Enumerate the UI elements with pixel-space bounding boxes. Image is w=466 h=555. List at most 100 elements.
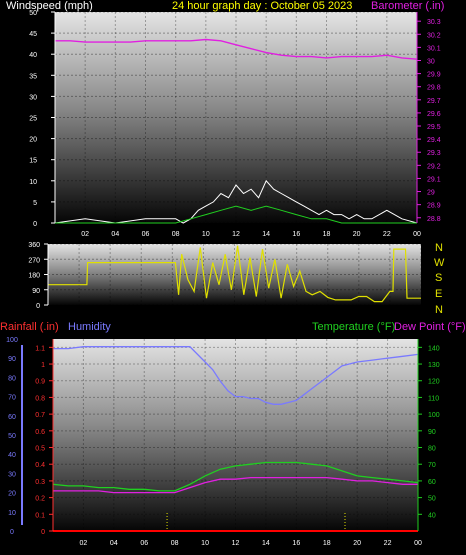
temp-tick-label: 110: [428, 395, 439, 402]
temp-tick-label: 130: [428, 362, 440, 369]
compass-labels: N W S E N: [434, 242, 445, 316]
rain-tick-label: 1: [41, 362, 45, 369]
humidity-tick-label: 20: [8, 491, 16, 498]
compass-s: S: [435, 272, 442, 284]
compass-w: W: [434, 257, 445, 269]
compass-n1: N: [435, 242, 443, 254]
windspeed-tick-label: 40: [29, 52, 37, 59]
x-tick-label: 08: [171, 540, 179, 547]
x-tick-label: 14: [262, 540, 270, 547]
x-tick-label: 06: [140, 540, 148, 547]
barometer-tick-label: 30: [427, 58, 435, 65]
humidity-tick-label: 60: [8, 414, 16, 421]
humidity-tick-label: 10: [8, 510, 16, 517]
x-tick-label: 22: [383, 231, 391, 238]
barometer-tick-label: 30.3: [427, 19, 441, 26]
rain-tick-label: 0.2: [35, 496, 45, 503]
direction-tick-label: 0: [36, 303, 40, 310]
rain-tick-label: 0.5: [35, 446, 45, 453]
rain-tick-label: 0.1: [35, 512, 45, 519]
humidity-tick-label: 90: [8, 356, 16, 363]
x-tick-label: 20: [353, 540, 361, 547]
panel-wind-barometer: [55, 12, 417, 223]
rainfall-axis-title: Rainfall (.in): [0, 321, 59, 333]
barometer-tick-label: 29.3: [427, 150, 441, 157]
rain-tick-label: 0.9: [35, 379, 45, 386]
x-tick-label: 10: [202, 231, 210, 238]
humidity-tick-label: 70: [8, 395, 16, 402]
barometer-tick-label: 29.4: [427, 137, 441, 144]
temp-tick-label: 120: [428, 379, 440, 386]
rain-tick-label: 0.6: [35, 429, 45, 436]
x-tick-label: 16: [292, 231, 300, 238]
barometer-tick-label: 30.1: [427, 45, 441, 52]
x-tick-label: 22: [384, 540, 392, 547]
x-tick-label: 00: [413, 231, 421, 238]
compass-e: E: [435, 288, 442, 300]
x-tick-label: 18: [323, 231, 331, 238]
windspeed-tick-label: 20: [29, 137, 37, 144]
temp-tick-label: 80: [428, 446, 436, 453]
x-tick-label: 04: [110, 540, 118, 547]
x-tick-label: 02: [80, 540, 88, 547]
chart-title: 24 hour graph day : October 05 2023: [172, 0, 352, 12]
barometer-tick-label: 29.2: [427, 163, 441, 170]
wind-gust-line: [55, 205, 417, 224]
windspeed-tick-label: 5: [33, 200, 37, 207]
humidity-tick-label: 50: [8, 433, 16, 440]
x-tick-label: 08: [172, 231, 180, 238]
humidity-tick-label: 0: [10, 529, 14, 536]
x-tick-label: 02: [81, 231, 89, 238]
temp-tick-label: 140: [428, 345, 440, 352]
temperature-line: [52, 461, 419, 492]
humidity-tick-label: 30: [8, 471, 16, 478]
humidity-tick-label: 40: [8, 452, 16, 459]
barometer-tick-label: 28.9: [427, 203, 441, 210]
rain-tick-label: 0.3: [35, 479, 45, 486]
panel-wind-direction: [48, 244, 421, 305]
dewpoint-axis-title: Dew Point (°F): [394, 321, 466, 333]
barometer-tick-label: 29.7: [427, 98, 441, 105]
windspeed-tick-label: 0: [33, 221, 37, 228]
direction-tick-label: 180: [28, 273, 40, 280]
barometer-tick-label: 30.2: [427, 32, 441, 39]
barometer-tick-label: 29.6: [427, 111, 441, 118]
barometer-tick-label: 29.8: [427, 85, 441, 92]
rain-tick-label: 0.7: [35, 412, 45, 419]
barometer-tick-label: 29.9: [427, 72, 441, 79]
temp-tick-label: 60: [428, 479, 436, 486]
rain-tick-label: 0.4: [35, 462, 45, 469]
windspeed-tick-label: 15: [29, 158, 37, 165]
panel-temp-humidity: [53, 339, 418, 531]
windspeed-axis-title: Windspeed (mph): [6, 0, 93, 12]
windspeed-tick-label: 30: [29, 94, 37, 101]
humidity-axis-title: Humidity: [68, 321, 111, 333]
barometer-tick-label: 28.8: [427, 216, 441, 223]
rain-tick-label: 0: [41, 529, 45, 536]
rain-tick-label: 1.1: [35, 345, 45, 352]
dewpoint-line: [53, 476, 418, 494]
windspeed-tick-label: 25: [29, 116, 37, 123]
barometer-axis-title: Barometer (.in): [371, 0, 444, 12]
windspeed-tick-label: 50: [29, 10, 37, 17]
temp-tick-label: 90: [428, 429, 436, 436]
x-tick-label: 16: [292, 540, 300, 547]
direction-tick-label: 270: [28, 257, 40, 264]
rain-tick-label: 0.8: [35, 395, 45, 402]
x-tick-label: 14: [262, 231, 270, 238]
x-tick-label: 10: [201, 540, 209, 547]
temp-tick-label: 50: [428, 496, 436, 503]
windspeed-tick-label: 10: [29, 179, 37, 186]
x-tick-label: 12: [232, 540, 240, 547]
direction-tick-label: 90: [32, 288, 40, 295]
temp-tick-label: 40: [428, 512, 436, 519]
humidity-tick-label: 100: [6, 337, 18, 344]
barometer-tick-label: 29.5: [427, 124, 441, 131]
x-tick-label: 20: [353, 231, 361, 238]
barometer-tick-label: 29.1: [427, 176, 441, 183]
temperature-axis-title: Temperature (°F): [312, 321, 395, 333]
windspeed-tick-label: 45: [29, 31, 37, 38]
barometer-line: [55, 38, 418, 60]
temp-tick-label: 100: [428, 412, 440, 419]
